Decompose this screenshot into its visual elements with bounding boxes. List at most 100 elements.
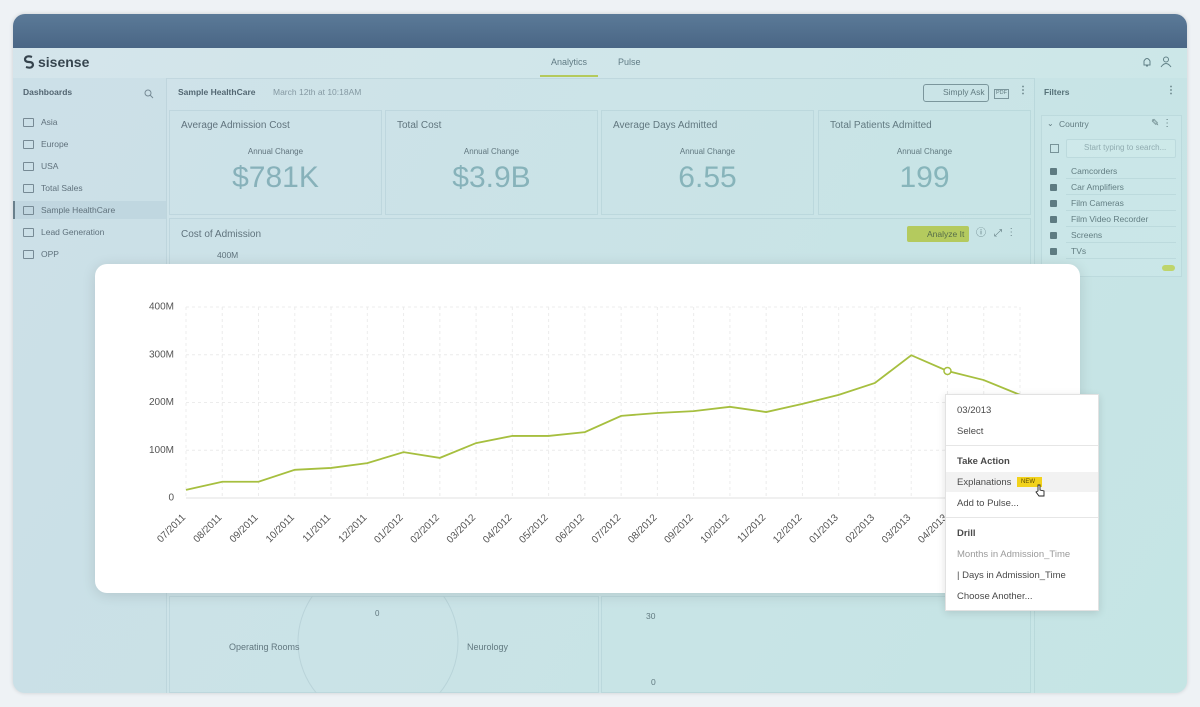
sidebar-title: Dashboards — [23, 87, 73, 97]
checkbox[interactable] — [1050, 184, 1057, 191]
menu-title: 03/2013 — [957, 405, 992, 416]
filter-item[interactable]: Car Amplifiers — [1071, 182, 1124, 192]
selected-marker — [13, 201, 15, 219]
nav-tab[interactable]: Analytics — [551, 57, 588, 67]
dashboard-title: Sample HealthCare — [178, 87, 256, 97]
search-placeholder[interactable]: Start typing to search... — [1084, 143, 1167, 152]
polar-label: Operating Rooms — [229, 642, 300, 652]
widget-title: Cost of Admission — [181, 229, 262, 240]
checkbox[interactable] — [1050, 232, 1057, 239]
logo[interactable]: sisense — [38, 54, 90, 70]
select-all-checkbox[interactable] — [1050, 144, 1059, 153]
x-tick-label: 07/2011 — [155, 512, 188, 545]
dashboard-item[interactable]: OPP — [41, 249, 59, 259]
kpi-card — [169, 110, 382, 215]
simply-ask-button[interactable] — [923, 84, 989, 102]
x-tick-label: 10/2012 — [699, 512, 733, 546]
x-tick-label: 03/2012 — [445, 512, 479, 546]
axis-label: 0 — [651, 677, 656, 687]
x-tick-label: 01/2013 — [807, 512, 841, 546]
x-tick-label: 02/2012 — [409, 512, 443, 546]
x-tick-label: 03/2013 — [880, 512, 914, 546]
row-divider — [1066, 258, 1176, 259]
kpi-title: Total Cost — [397, 120, 442, 131]
menu-item[interactable]: Choose Another... — [957, 591, 1033, 602]
item-icon — [23, 162, 34, 171]
menu-item[interactable]: Explanations — [957, 477, 1012, 488]
checkbox[interactable] — [1050, 248, 1057, 255]
kpi-subtitle: Annual Change — [247, 147, 304, 156]
menu-item[interactable]: Select — [957, 426, 984, 437]
more-menu[interactable]: ⋮ — [1166, 85, 1176, 96]
line-widget — [601, 596, 1031, 693]
toggle[interactable] — [1162, 265, 1175, 271]
dashboard-item[interactable]: Europe — [41, 139, 69, 149]
kpi-value: 6.55 — [678, 161, 737, 194]
checkbox[interactable] — [1050, 200, 1057, 207]
button-label[interactable]: Analyze It — [927, 229, 965, 239]
x-tick-label: 09/2012 — [662, 512, 696, 546]
line — [185, 354, 1021, 491]
filter-item[interactable]: Camcorders — [1071, 166, 1118, 176]
polar-grid — [297, 596, 459, 693]
search-icon[interactable] — [144, 89, 154, 99]
row-divider — [1066, 226, 1176, 227]
item-icon — [23, 206, 34, 215]
kpi-subtitle: Annual Change — [896, 147, 953, 156]
dashboard-item[interactable]: Total Sales — [41, 183, 83, 193]
highlight-point — [943, 366, 952, 376]
x-tick-label: 09/2011 — [228, 512, 261, 545]
kpi-card — [818, 110, 1031, 215]
y-tick-label: 200M — [149, 397, 174, 408]
pdf-button[interactable]: PDF — [994, 89, 1009, 99]
row-divider — [1066, 242, 1176, 243]
kpi-subtitle: Annual Change — [679, 147, 736, 156]
menu-header: Take Action — [957, 456, 1010, 467]
item-icon — [23, 140, 34, 149]
edit-icon[interactable]: ✎ ⋮ — [1151, 118, 1173, 129]
menu-item[interactable]: Months in Admission_Time — [957, 549, 1071, 560]
checkbox[interactable] — [1050, 168, 1057, 175]
filters-title: Filters — [1044, 87, 1070, 97]
cursor — [1035, 484, 1045, 497]
item-icon — [23, 118, 34, 127]
x-tick-label: 11/2012 — [735, 512, 768, 545]
dashboard-item[interactable]: Lead Generation — [41, 227, 105, 237]
item-icon — [23, 228, 34, 237]
x-tick-label: 07/2012 — [590, 512, 624, 546]
chevron[interactable]: ⌄ — [1047, 119, 1054, 128]
chart-popup: 0 100M 200M 300M 400M 07/2011 08/2011 09/2011 10… — [95, 264, 1080, 593]
filter-item[interactable]: Film Cameras — [1071, 198, 1124, 208]
polar-tick: 0 — [375, 609, 380, 618]
button-label[interactable]: Simply Ask — [943, 87, 985, 97]
analyze-button[interactable] — [907, 226, 969, 242]
dashboard-item[interactable]: Sample HealthCare — [41, 205, 116, 215]
separator — [946, 517, 1098, 518]
active-tab-indicator — [540, 75, 598, 77]
menu-item[interactable]: Add to Pulse... — [957, 498, 1019, 509]
x-tick-label: 02/2013 — [844, 512, 878, 546]
y-tick-label: 300M — [149, 349, 174, 360]
x-tick-label: 08/2011 — [192, 512, 225, 545]
checkbox[interactable] — [1050, 216, 1057, 223]
row-divider — [1066, 210, 1176, 211]
filter-item[interactable]: Film Video Recorder — [1071, 214, 1149, 224]
widget-icons[interactable]: ⓘ⤢⋮ — [976, 228, 1021, 239]
filter-field: Country — [1059, 119, 1089, 129]
menu-item[interactable]: | Days in Admission_Time — [957, 570, 1066, 581]
dashboard-item[interactable]: Asia — [41, 117, 58, 127]
filter-item[interactable]: Screens — [1071, 230, 1103, 240]
axis-label: 30 — [646, 611, 656, 621]
y-tick-label: 100M — [149, 445, 174, 456]
search-input[interactable] — [1066, 139, 1176, 158]
polar-label: Neurology — [467, 642, 509, 652]
header-icons[interactable] — [1141, 56, 1173, 68]
x-tick-label: 05/2012 — [517, 512, 551, 546]
filter-item[interactable]: TVs — [1071, 246, 1087, 256]
window-bar — [13, 14, 1187, 48]
y-tick-label: 0 — [168, 493, 174, 504]
nav-tab[interactable]: Pulse — [618, 57, 641, 67]
dashboard-item[interactable]: USA — [41, 161, 59, 171]
more-menu[interactable]: ⋮ — [1018, 85, 1028, 96]
menu-header: Drill — [957, 528, 976, 539]
